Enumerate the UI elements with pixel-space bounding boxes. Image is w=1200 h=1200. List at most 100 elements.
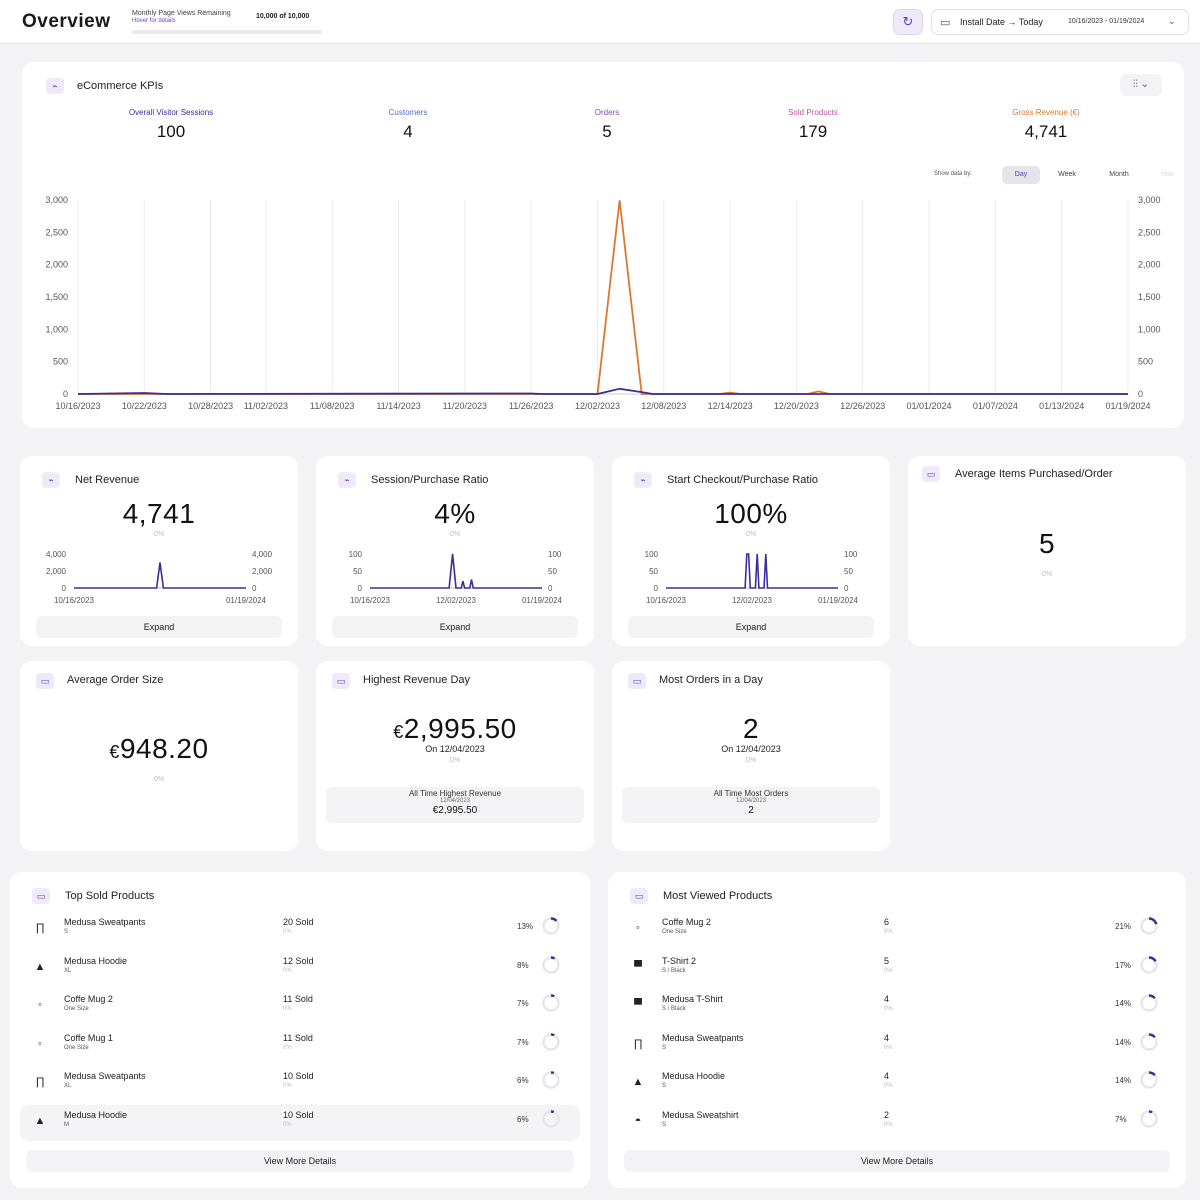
y-tick-label-right: 50 [548,567,557,576]
product-variant: M [64,1122,69,1128]
y-tick-label-right: 3,000 [1138,195,1161,205]
series-line [78,200,1128,395]
product-count-change: 0% [884,929,893,935]
net-revenue-value: 4,741 [122,498,196,529]
change-percent: 0% [1041,571,1053,578]
x-tick-label: 01/07/2024 [973,401,1018,411]
product-variant: S / Black [662,1006,686,1013]
refresh-button[interactable]: ↻ [893,9,923,35]
share-ring [1140,1071,1158,1090]
list-item[interactable]: ▲ Medusa Hoodie S 4 0% 14% [618,1066,1176,1102]
pants-icon: ∏ [633,1037,643,1050]
toggle-day[interactable]: Day [1002,166,1040,184]
x-tick-label: 11/26/2023 [509,401,553,411]
net-revenue-mini-chart: 4,000 4,000 2,000 2,000 0 0 10/16/2023 01/19/20… [46,550,273,605]
product-count-change: 0% [884,967,893,974]
hoodie-icon: ▲ [34,1115,46,1127]
y-tick-label-right: 1,500 [1138,292,1161,302]
expand-button[interactable]: Expand [332,616,578,638]
change-percent: 0% [153,531,165,538]
list-item[interactable]: ∏ Medusa Sweatpants S 20 Sold 0% 13% [20,912,580,948]
tshirt-icon: ▀ [634,960,642,973]
list-item[interactable]: ▀ Medusa T-Shirt S / Black 4 0% 14% [618,989,1176,1025]
view-more-details-button[interactable]: View More Details [26,1150,574,1172]
hoodie-icon: ▲ [632,1076,644,1089]
toggle-week[interactable]: Week [1058,171,1076,178]
list-item[interactable]: ▲ Medusa Hoodie XL 12 Sold 0% 8% [20,951,580,987]
product-share: 6% [517,1076,529,1086]
y-tick-label-right: 0 [1138,389,1143,399]
share-ring [1140,994,1158,1012]
expand-button[interactable]: Expand [628,616,874,638]
share-ring [542,1110,560,1128]
share-ring [1140,955,1158,974]
view-more-details-button[interactable]: View More Details [624,1150,1170,1172]
toggle-year[interactable]: Year [1159,171,1175,178]
y-tick-label-left: 100 [349,550,363,559]
pants-icon: ∏ [35,1076,45,1089]
product-share: 7% [517,999,529,1009]
session-ratio-mini-chart: 100 100 50 50 0 0 10/16/2023 12/02/2023 01/19/20… [349,550,563,605]
list-item[interactable]: ◓ Medusa Sweatshirt S 2 0% 7% [618,1105,1176,1141]
y-tick-label-right: 500 [1138,357,1153,367]
product-count: 20 Sold [283,917,314,927]
y-tick-label-right: 0 [548,584,553,593]
page-views-hint[interactable]: Hover for details [132,18,176,24]
y-tick-label-left: 0 [358,584,363,593]
product-share: 7% [1115,1115,1127,1124]
list-item[interactable]: ∏ Medusa Sweatpants XL 10 Sold 0% 6% [20,1066,580,1102]
top-sold-products-card: ▭ Top Sold Products View More Details ∏ M… [10,872,590,1188]
share-ring [1140,917,1158,935]
show-data-toggle: Show data by: Day Week Month Year [934,166,1184,186]
list-item[interactable]: ◦ Coffe Mug 2 One Size 6 0% 21% [618,912,1176,948]
product-name: T-Shirt 2 [662,955,697,966]
chevron-down-icon: ⌄ [1168,16,1176,26]
date-range-picker[interactable]: ▭ Install Date → Today 10/16/2023 - 01/1… [931,9,1189,35]
product-count: 4 [884,1071,890,1082]
product-variant: One Size [662,929,687,935]
product-variant: S / Black [662,967,686,974]
x-tick-label: 12/02/2023 [732,596,773,605]
product-name: Medusa Hoodie [662,1071,726,1082]
avg-order-size-card: ▭ Average Order Size €948.20 0% [20,661,298,851]
ecommerce-kpis-card: ⌁ eCommerce KPIs ⫶⫶ ⌄ Overall Visitor Se… [22,62,1184,428]
y-tick-label-left: 100 [645,550,659,559]
product-count-change: 0% [283,1083,292,1090]
x-tick-label: 01/19/2024 [1105,401,1150,411]
card-title: Top Sold Products [65,890,155,902]
tshirt-icon: ▀ [634,999,642,1012]
share-ring [1140,1033,1158,1051]
product-share: 14% [1115,1076,1132,1086]
product-count-change: 0% [884,1006,893,1013]
all-time-label: All Time Most Orders [713,789,789,798]
card-title: Average Items Purchased/Order [955,468,1113,480]
list-item[interactable]: ◦ Coffe Mug 2 One Size 11 Sold 0% 7% [20,989,580,1025]
chart-settings-button[interactable]: ⫶⫶ ⌄ [1120,74,1162,96]
y-tick-label-right: 2,000 [1138,260,1161,270]
x-tick-label: 01/13/2024 [1039,401,1084,411]
product-name: Medusa T-Shirt [662,994,723,1005]
product-name: Medusa Sweatpants [64,1071,146,1082]
checkout-purchase-ratio-card: ⌁ Start Checkout/Purchase Ratio 100% 0% … [612,456,890,646]
x-tick-label: 10/28/2023 [188,401,233,411]
date-range: 10/16/2023 - 01/19/2024 [1068,18,1145,25]
y-tick-label-left: 0 [63,389,68,399]
box-icon: ▭ [628,673,646,689]
list-item[interactable]: ◦ Coffe Mug 1 One Size 11 Sold 0% 7% [20,1028,580,1064]
card-title: Highest Revenue Day [363,674,471,686]
x-tick-label: 12/08/2023 [641,401,686,411]
pants-icon: ∏ [35,922,45,934]
product-name: Coffe Mug 2 [64,994,113,1005]
series-line [370,553,542,589]
expand-button[interactable]: Expand [36,616,282,638]
highest-revenue-day-card: ▭ Highest Revenue Day €2,995.50 On 12/04… [316,661,594,851]
date-label: Install Date → Today [960,17,1043,27]
y-tick-label-left: 50 [353,567,362,576]
x-tick-label: 10/16/2023 [646,596,687,605]
y-tick-label-left: 50 [649,567,658,576]
list-item[interactable]: ▲ Medusa Hoodie M 10 Sold 0% 6% [20,1105,580,1141]
list-item[interactable]: ∏ Medusa Sweatpants S 4 0% 14% [618,1028,1176,1064]
toggle-month[interactable]: Month [1109,171,1129,178]
chart-icon: ⌁ [338,472,356,488]
